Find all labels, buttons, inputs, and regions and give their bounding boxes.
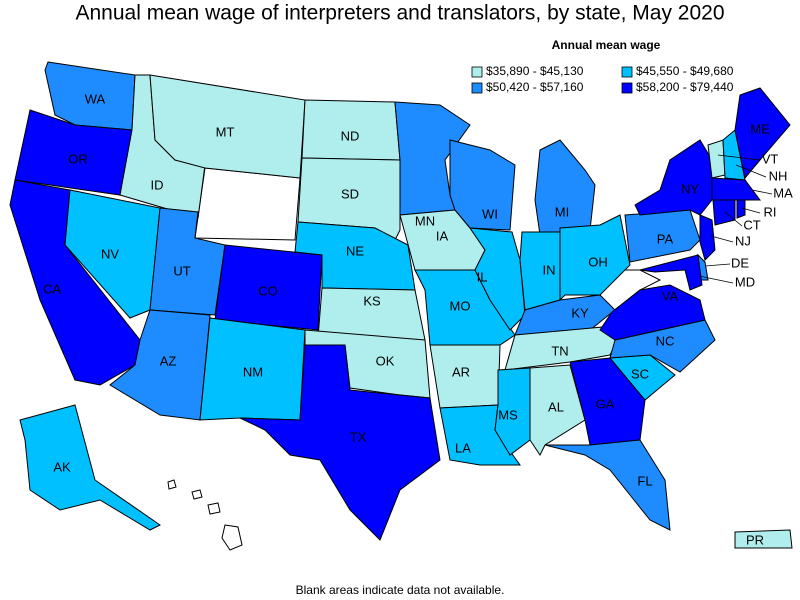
state-label: OH: [588, 254, 608, 269]
legend-title: Annual mean wage: [552, 38, 661, 52]
leader-line: [741, 207, 761, 214]
state-label: PR: [746, 532, 764, 547]
leader-line: [717, 154, 761, 161]
leader-line: [710, 235, 734, 243]
state-label: TN: [551, 343, 568, 358]
leader-line: [751, 189, 773, 195]
state-label: NY: [681, 181, 699, 196]
state: [699, 214, 716, 261]
state-label: NC: [656, 333, 675, 348]
state: [19, 404, 161, 531]
state-label: ID: [151, 177, 164, 192]
state: [599, 284, 706, 341]
state-no-data: [194, 167, 301, 241]
state-label: VT: [762, 151, 779, 166]
state-label: SD: [341, 186, 359, 201]
state: [239, 344, 441, 541]
state-label: MS: [498, 407, 518, 422]
state-label: WI: [482, 206, 498, 221]
legend-label: $58,200 - $79,440: [636, 80, 734, 94]
state: [639, 254, 703, 291]
state: [468, 227, 526, 331]
leader-line: [704, 263, 731, 267]
state-label: ME: [750, 121, 770, 136]
state-label: ND: [341, 128, 360, 143]
state: [64, 189, 161, 319]
state: [734, 529, 793, 549]
state-label: IN: [543, 262, 556, 277]
state-label: SC: [631, 366, 649, 381]
state: [214, 244, 323, 331]
state-label: RI: [764, 204, 777, 219]
state-label: OR: [68, 151, 88, 166]
state-no-data: [191, 489, 203, 500]
leader-line: [698, 275, 734, 284]
legend-label: $50,420 - $57,160: [486, 80, 584, 94]
legend-label: $35,890 - $45,130: [486, 64, 584, 78]
state-label: CT: [743, 217, 760, 232]
state: [734, 87, 791, 180]
leader-line: [724, 211, 743, 227]
state-label: MA: [773, 185, 793, 200]
state-label: AK: [53, 459, 71, 474]
state-label: MT: [216, 124, 235, 139]
state-label: DE: [731, 255, 749, 270]
state: [449, 139, 516, 231]
state-label: NH: [769, 168, 788, 183]
state-label: FL: [637, 473, 652, 488]
legend-swatch: [621, 66, 633, 78]
map-title: Annual mean wage of interpreters and tra…: [75, 2, 724, 25]
state: [544, 439, 671, 531]
state-label: MI: [555, 204, 569, 219]
leader-line: [735, 164, 767, 178]
state-label: OK: [376, 353, 395, 368]
state-label: MO: [450, 298, 471, 313]
legend-swatch: [471, 82, 483, 94]
state-label: NE: [346, 243, 364, 258]
state-no-data: [167, 479, 177, 490]
state-label: MN: [415, 213, 435, 228]
state: [559, 214, 631, 302]
state-label: CO: [258, 283, 278, 298]
state-label: AL: [548, 399, 564, 414]
state-label: NV: [101, 246, 119, 261]
state-label: KS: [363, 293, 381, 308]
state-label: CA: [43, 281, 61, 296]
state-label: MD: [735, 274, 755, 289]
state-label: WA: [85, 91, 106, 106]
state-label: LA: [455, 440, 471, 455]
state-no-data: [221, 524, 243, 551]
state: [634, 139, 713, 216]
states: [9, 61, 793, 551]
state-label: TX: [350, 429, 367, 444]
state-label: IL: [477, 269, 488, 284]
state: [712, 199, 736, 226]
state: [711, 177, 761, 201]
state-label: AZ: [160, 353, 177, 368]
legend-swatch: [471, 66, 483, 78]
state-label: PA: [657, 231, 674, 246]
state-label: NJ: [735, 233, 751, 248]
legend-swatch: [621, 82, 633, 94]
state-label: NM: [243, 364, 263, 379]
state-no-data: [207, 502, 221, 515]
state: [736, 199, 746, 219]
state-label: KY: [571, 305, 589, 320]
state-label: UT: [173, 263, 190, 278]
footnote: Blank areas indicate data not available.: [296, 583, 505, 597]
state-label: GA: [596, 396, 615, 411]
state-label: AR: [452, 364, 470, 379]
state: [534, 139, 596, 236]
state-label: IA: [436, 228, 449, 243]
legend: $35,890 - $45,130 $45,550 - $49,680 $50,42…: [471, 64, 734, 94]
legend-label: $45,550 - $49,680: [636, 64, 734, 78]
state-label: VA: [662, 288, 679, 303]
